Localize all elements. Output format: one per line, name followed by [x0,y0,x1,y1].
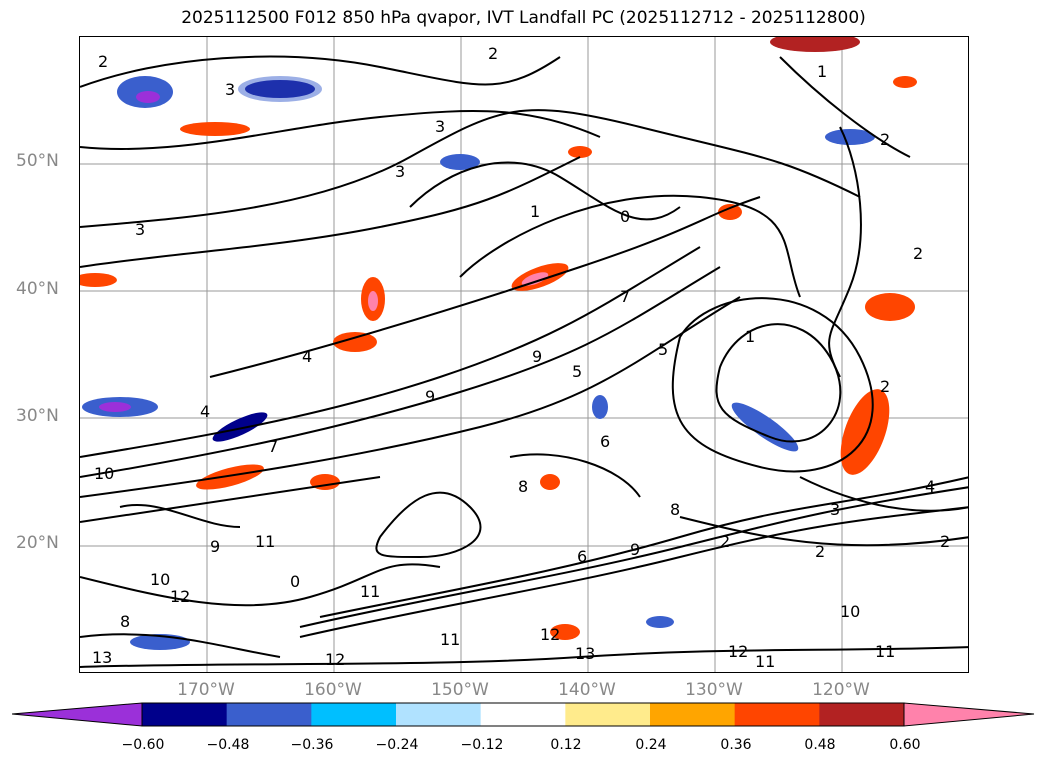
lat-label: 50°N [16,151,59,171]
contour-label: 2 [98,52,108,71]
contour-label: 11 [875,642,895,661]
contour-label: 10 [840,602,860,621]
contour-label: 2 [720,532,730,551]
contour-label: 11 [440,630,460,649]
contour-label: 3 [830,500,840,519]
contour-label: 3 [435,117,445,136]
lon-label: 140°W [558,680,616,700]
lon-label: 150°W [431,680,489,700]
lon-label: 120°W [812,680,870,700]
contour-label: 8 [670,500,680,519]
colorbar-tick: 0.60 [889,737,921,753]
contour-label: 5 [572,362,582,381]
contour-label: 2 [488,44,498,63]
lat-label: 30°N [16,406,59,426]
contour-label: 2 [815,542,825,561]
lon-label: 170°W [177,680,235,700]
colorbar-segment [734,703,820,726]
lat-label: 40°N [16,279,59,299]
contour-label: 4 [925,477,935,496]
contour-label: 2 [880,377,890,396]
contour-label: 9 [210,537,220,556]
colorbar-extend-low [12,703,142,726]
colorbar-segment [396,703,482,726]
colorbar-segment [226,703,312,726]
contour-label: 12 [728,642,748,661]
colorbar [12,702,1035,727]
colorbar-segment [650,703,736,726]
contour-label: 4 [200,402,210,421]
contour-label: 9 [425,387,435,406]
contour-label: 12 [170,587,190,606]
contour-label: 7 [620,287,630,306]
map-canvas: 2 3 3 2 1 3 2 3 1 0 2 2 1 2 9 8 5 7 6 4 … [80,37,968,672]
contour-label: 6 [577,547,587,566]
contour-label: 2 [880,130,890,149]
colorbar-tick: 0.12 [550,737,582,753]
map-title: 2025112500 F012 850 hPa qvapor, IVT Land… [181,8,866,28]
contour-label: 3 [395,162,405,181]
contour-label: 1 [745,327,755,346]
contour-label: 2 [940,532,950,551]
contour-label: 13 [92,648,112,667]
colorbar-segment [480,703,566,726]
contour-label: 12 [325,650,345,669]
lon-label: 160°W [304,680,362,700]
contour-lines [80,55,968,668]
contour-label: 8 [518,477,528,496]
contour-label: 9 [630,540,640,559]
contour-label: 13 [575,644,595,663]
graticule [80,37,968,672]
contour-label: 11 [755,652,775,671]
colorbar-tick: −0.12 [460,737,504,753]
contour-label: 11 [360,582,380,601]
contour-label: 0 [290,572,300,591]
contour-label: 10 [150,570,170,589]
contour-label: 8 [120,612,130,631]
colorbar-tick: 0.48 [804,737,836,753]
colorbar-segment [565,703,651,726]
colorbar-segment [142,703,228,726]
colorbar-segment [819,703,905,726]
colorbar-segments [12,703,1034,726]
colorbar-tick: 0.36 [720,737,752,753]
contour-label: 7 [268,437,278,456]
contour-label: 3 [135,220,145,239]
contour-label: 0 [620,207,630,226]
contour-label: 2 [913,244,923,263]
colorbar-tick: 0.24 [635,737,667,753]
map-panel: 2 3 3 2 1 3 2 3 1 0 2 2 1 2 9 8 5 7 6 4 … [79,36,969,673]
contour-label: 12 [540,625,560,644]
lat-label: 20°N [16,533,59,553]
contour-label: 4 [302,347,312,366]
contour-label: 9 [532,347,542,366]
colorbar-tick: −0.60 [121,737,165,753]
contour-label: 5 [658,340,668,359]
colorbar-tick: −0.24 [375,737,419,753]
colorbar-extend-high [904,703,1034,726]
contour-label: 6 [600,432,610,451]
contour-label: 1 [530,202,540,221]
contour-label: 1 [817,62,827,81]
qvapor-shading [80,37,917,650]
contour-label: 10 [94,464,114,483]
contour-label-group: 2 3 3 2 1 3 2 3 1 0 2 2 1 2 9 8 5 7 6 4 … [92,44,950,671]
contour-label: 11 [255,532,275,551]
colorbar-tick: −0.36 [290,737,334,753]
colorbar-segment [311,703,397,726]
contour-label: 3 [225,80,235,99]
lon-label: 130°W [685,680,743,700]
colorbar-tick: −0.48 [206,737,250,753]
